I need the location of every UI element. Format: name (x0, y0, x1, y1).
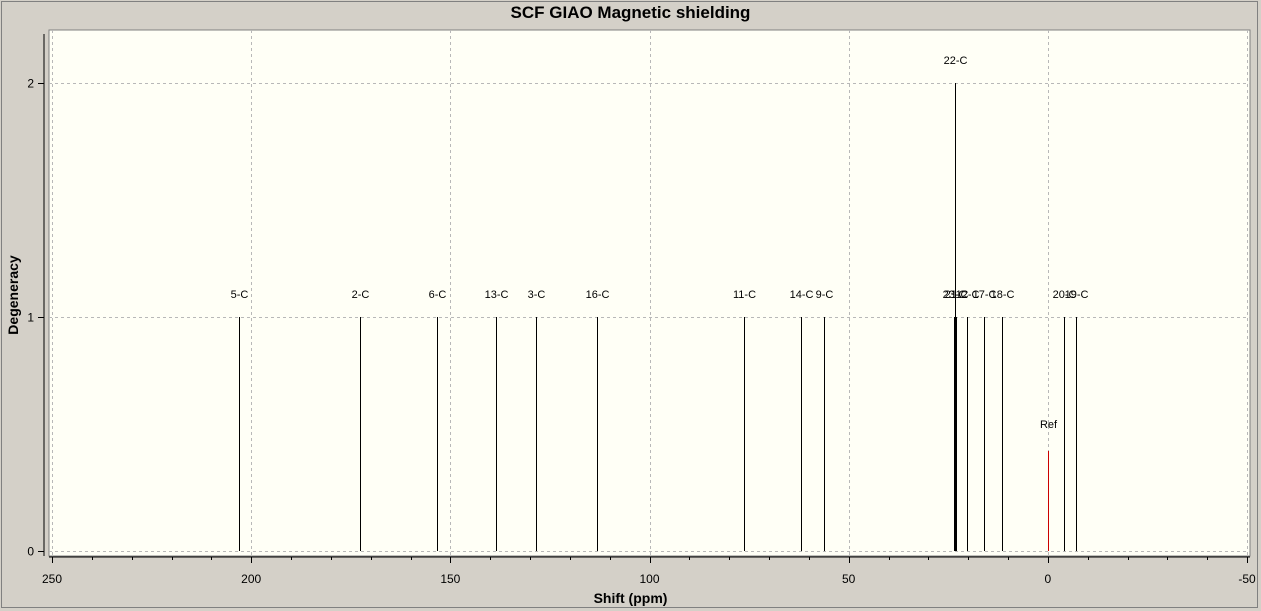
x-tick-label: 150 (440, 572, 460, 586)
peak-label: 13-C (485, 289, 509, 301)
peak-label: 11-C (733, 289, 756, 301)
peak-label: 12-C (956, 289, 980, 301)
y-tick-label: 0 (27, 545, 34, 559)
peak-label: 18-C (991, 289, 1015, 301)
x-tick-label: -50 (1238, 572, 1256, 586)
x-tick-label: 250 (42, 572, 62, 586)
x-axis-label: Shift (ppm) (593, 590, 668, 606)
y-tick-label: 2 (27, 77, 34, 91)
peak-label: 21-C (945, 289, 969, 301)
peak-label: 14-C (790, 289, 814, 301)
x-tick-label: 0 (1044, 572, 1051, 586)
peak-label: 19-C (1065, 289, 1089, 301)
peak-label: 16-C (586, 289, 610, 301)
peak-label: 9-C (816, 289, 834, 301)
x-tick-label: 200 (241, 572, 261, 586)
peak-label: 6-C (429, 289, 447, 301)
peak-label: 22-C (944, 55, 968, 67)
chart-title: SCF GIAO Magnetic shielding (510, 3, 751, 22)
peak-label: 23-C (943, 289, 967, 301)
reference-label: Ref (1040, 419, 1058, 431)
peak-label: 3-C (528, 289, 546, 301)
plot-area (48, 29, 1251, 557)
peak-label: 20-C (1053, 289, 1077, 301)
x-tick-label: 50 (842, 572, 856, 586)
x-tick-label: 100 (639, 572, 659, 586)
peak-label: 17-C (973, 289, 997, 301)
peak-label: 2-C (352, 289, 370, 301)
peak-label: 5-C (231, 289, 249, 301)
y-tick-label: 1 (27, 311, 34, 325)
